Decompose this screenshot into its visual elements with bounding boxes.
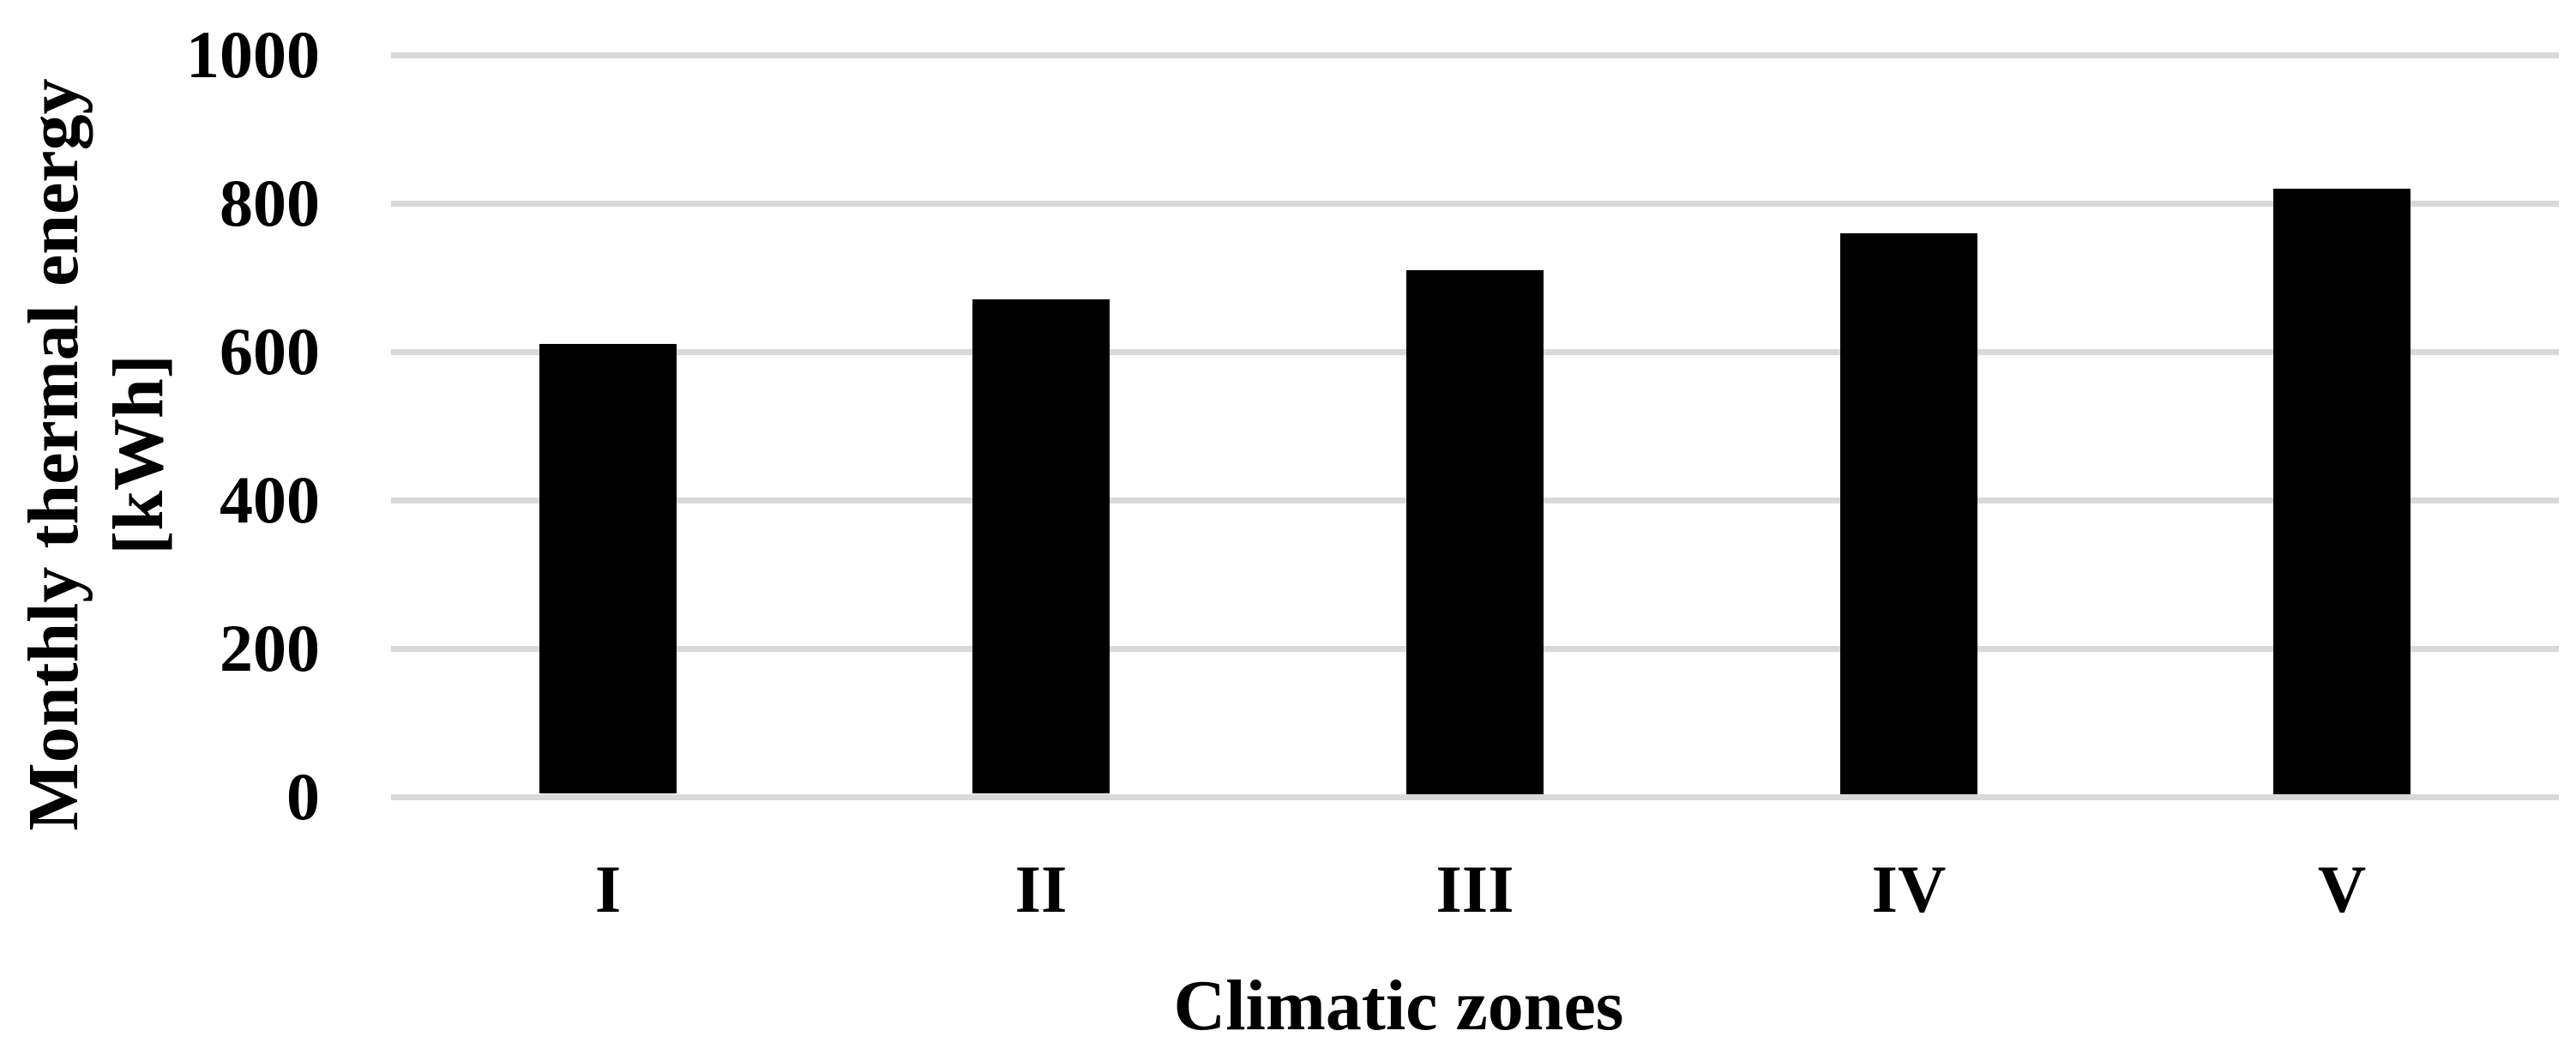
y-tick-label-0: 0 [286,759,320,834]
x-tick-label-I: I [594,852,622,926]
x-tick-label-III: III [1435,852,1514,926]
y-tick-label-600: 600 [220,314,320,389]
gridline-1000 [391,52,2559,58]
x-axis-title: Climatic zones [1173,966,1624,1046]
gridline-800 [391,201,2559,207]
x-tick-label-IV: IV [1871,852,1947,926]
bar-category-V [2273,189,2410,794]
x-tick-label-V: V [2317,852,2367,926]
bar-category-II [972,299,1110,793]
y-tick-label-200: 200 [220,611,320,685]
bar-category-I [539,344,677,793]
y-tick-label-800: 800 [220,166,320,240]
gridline-0 [391,794,2559,800]
bar-category-III [1406,270,1544,794]
bar-category-IV [1840,233,1977,794]
x-tick-label-II: II [1014,852,1068,926]
y-tick-label-400: 400 [220,462,320,537]
y-tick-label-1000: 1000 [186,17,320,92]
